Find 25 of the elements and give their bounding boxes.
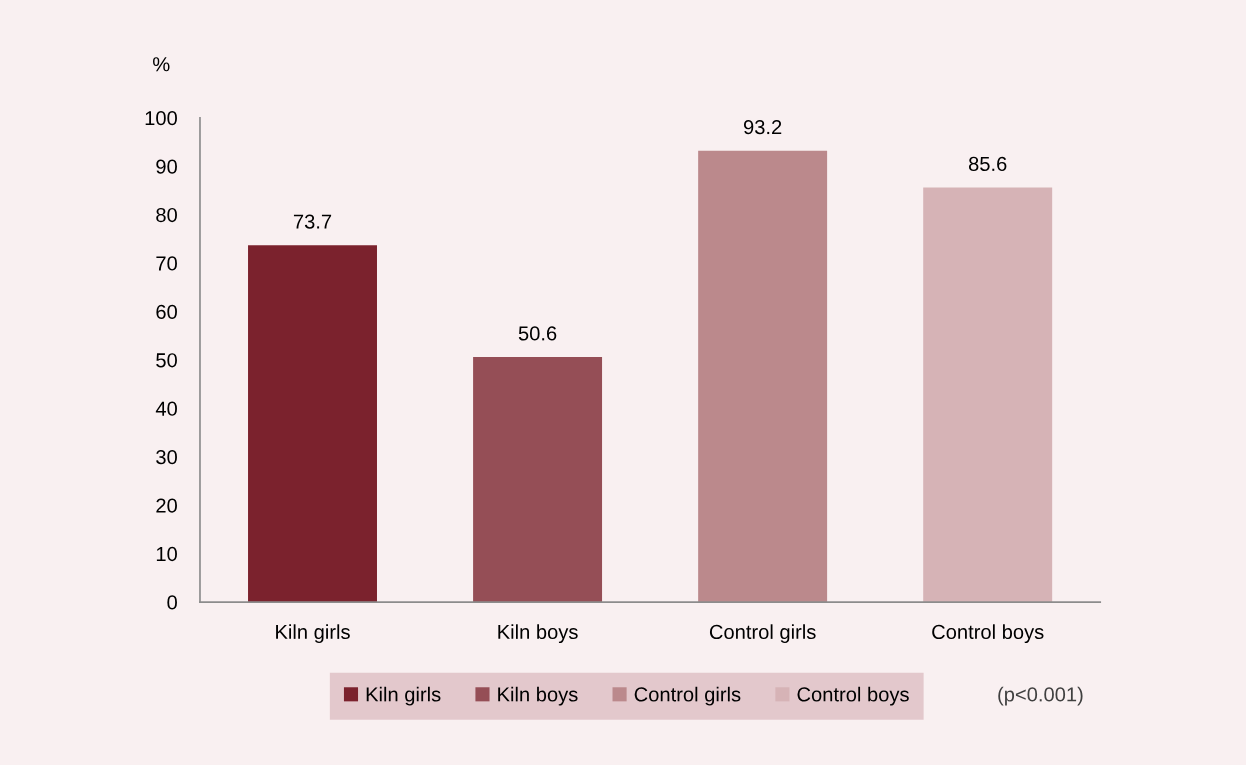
legend-label: Control boys xyxy=(797,686,909,706)
legend-label: Control girls xyxy=(634,686,741,706)
y-tick-label: 90 xyxy=(156,159,177,174)
x-tick-label: Kiln girls xyxy=(276,624,350,644)
y-tick-label: 20 xyxy=(156,498,177,513)
legend-label: Kiln boys xyxy=(498,686,578,706)
data-label: 73.7 xyxy=(293,214,332,229)
y-tick-label: 60 xyxy=(156,304,177,319)
data-label: 93.2 xyxy=(743,120,782,135)
y-tick-label: 50 xyxy=(156,353,177,368)
data-label: 85.6 xyxy=(968,156,1007,172)
x-tick-label: Control boys xyxy=(932,624,1044,644)
y-tick-label: 70 xyxy=(156,256,177,271)
data-label: 50.6 xyxy=(518,326,557,341)
y-tick-label: 80 xyxy=(156,207,177,223)
y-axis-title: % xyxy=(153,57,170,72)
y-tick-label: 30 xyxy=(156,450,177,465)
text: (p<0.001) xyxy=(998,686,1083,706)
legend-label: Kiln girls xyxy=(366,686,441,706)
y-tick-label: 0 xyxy=(167,595,177,610)
x-tick-label: Control girls xyxy=(709,624,816,644)
x-tick-label: Kiln boys xyxy=(498,624,578,644)
y-tick-label: 40 xyxy=(155,401,177,416)
y-tick-label: 100 xyxy=(145,111,177,126)
y-tick-label: 10 xyxy=(156,546,177,562)
